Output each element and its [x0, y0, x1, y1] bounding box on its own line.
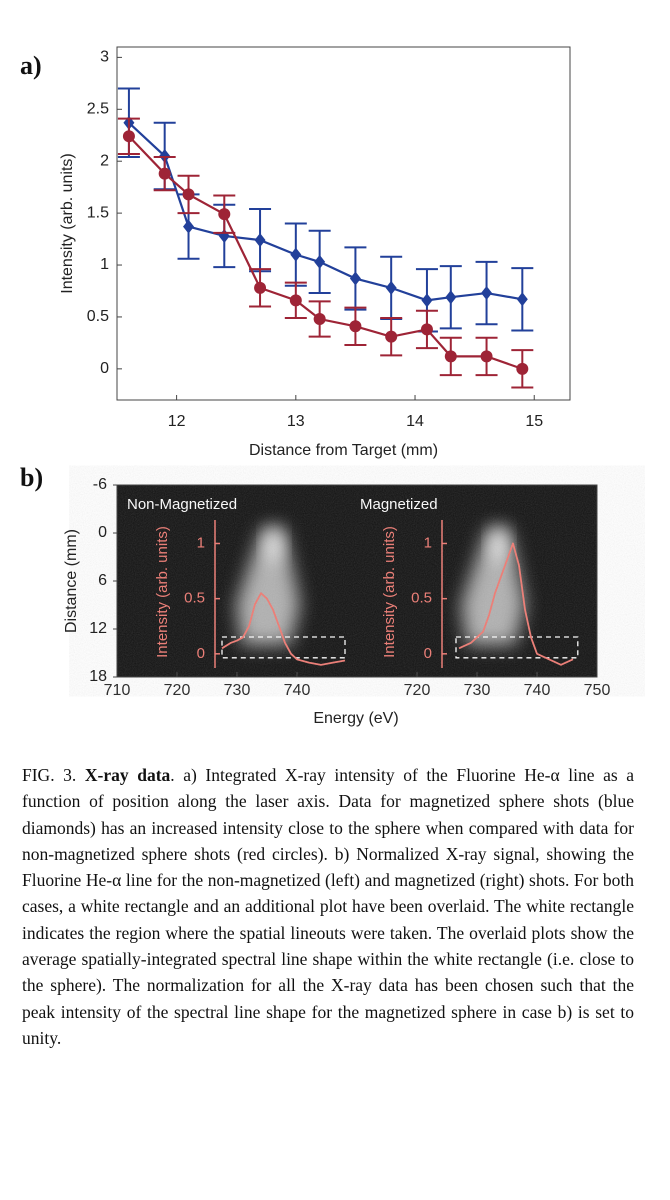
- caption-title: X-ray data: [84, 765, 171, 785]
- y-tick-label: -6: [93, 476, 107, 493]
- figure: a) 0 0.5 1 1.5 2 2.5 3 12 13 14 15 Distance from Tar…: [20, 46, 611, 727]
- x-tick-label: 740: [284, 682, 311, 699]
- caption-label: FIG. 3.: [22, 765, 77, 785]
- data-point: [445, 290, 457, 305]
- data-point: [158, 167, 171, 180]
- data-point: [218, 208, 231, 221]
- data-point: [254, 233, 266, 248]
- data-point: [183, 219, 195, 234]
- x-tick-label: 13: [287, 413, 305, 430]
- y-tick-label: 1: [100, 256, 109, 273]
- data-point: [313, 313, 326, 326]
- y-tick-label: 18: [89, 668, 107, 685]
- data-point: [159, 149, 171, 164]
- data-point: [421, 293, 433, 308]
- x-tick-label: 15: [525, 413, 543, 430]
- y-tick-label: 3: [100, 49, 109, 66]
- caption-text: . a) Integrated X-ray intensity of the F…: [22, 765, 634, 1048]
- x-tick-label: 730: [224, 682, 251, 699]
- x-tick-label: 730: [464, 682, 491, 699]
- y-tick-label: 2.5: [87, 101, 109, 118]
- y-tick-label: 0: [98, 524, 107, 541]
- x-tick-label: 14: [406, 413, 424, 430]
- data-point: [516, 292, 528, 307]
- caption: FIG. 3. X-ray data. a) Integrated X-ray …: [22, 762, 634, 1051]
- x-axis-label: Distance from Target (mm): [249, 442, 438, 459]
- y-axis-label: Intensity (arb. units): [59, 153, 76, 294]
- x-tick-label: 740: [524, 682, 551, 699]
- x-tick-label: 720: [404, 682, 431, 699]
- plot-frame: [116, 46, 571, 401]
- x-tick-label: 710: [104, 682, 131, 699]
- panel-label: b): [20, 463, 43, 492]
- data-point: [314, 254, 326, 269]
- data-point: [289, 294, 302, 307]
- data-point: [122, 130, 135, 143]
- data-point: [349, 320, 362, 333]
- y-axis-label: Distance (mm): [63, 529, 80, 633]
- data-point: [182, 188, 195, 201]
- data-point: [254, 281, 267, 294]
- charts: a) 0 0.5 1 1.5 2 2.5 3 12 13 14 15 Distance from Tar…: [20, 46, 611, 727]
- data-point: [444, 350, 457, 363]
- y-tick-label: 1.5: [87, 204, 109, 221]
- y-tick-label: 6: [98, 572, 107, 589]
- data-point: [481, 286, 493, 301]
- y-tick-label: 0: [100, 360, 109, 377]
- data-point: [290, 247, 302, 262]
- x-tick-label: 750: [584, 682, 611, 699]
- y-tick-label: 2: [100, 152, 109, 169]
- plot-area: [117, 87, 534, 389]
- data-point: [420, 323, 433, 336]
- data-point: [480, 350, 493, 363]
- image-grain: [117, 485, 597, 677]
- y-tick-label: 0.5: [87, 308, 109, 325]
- data-point: [349, 271, 361, 286]
- x-axis-label: Energy (eV): [313, 710, 398, 727]
- x-tick-label: 12: [168, 413, 186, 430]
- x-tick-label: 720: [164, 682, 191, 699]
- data-point: [516, 362, 529, 375]
- y-tick-label: 12: [89, 620, 107, 637]
- data-point: [385, 280, 397, 295]
- data-point: [385, 330, 398, 343]
- panel-label: a): [20, 51, 42, 80]
